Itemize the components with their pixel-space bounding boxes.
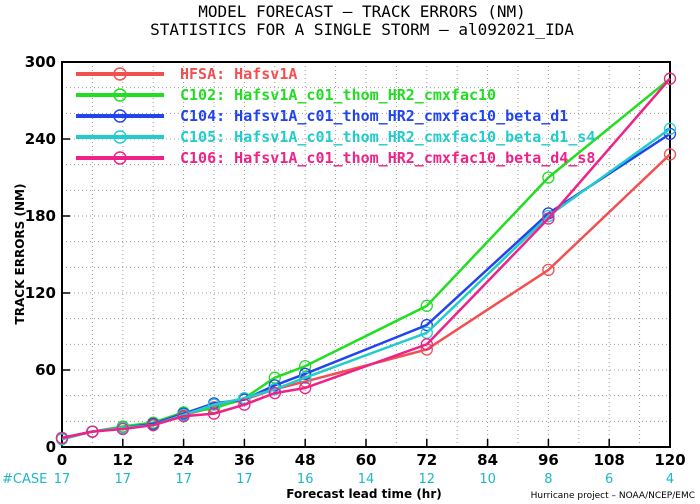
case-count: 10 xyxy=(479,472,496,487)
series-point xyxy=(207,398,221,411)
y-tick-label: 240 xyxy=(25,130,56,148)
x-axis-label: Forecast lead time (hr) xyxy=(286,487,442,501)
series-point xyxy=(238,398,251,411)
series-line xyxy=(61,127,671,441)
x-tick-label: 60 xyxy=(356,451,377,469)
case-count: 14 xyxy=(358,472,375,487)
series-point xyxy=(420,318,433,332)
x-tick-label: 36 xyxy=(234,451,255,469)
legend-swatch-marker xyxy=(113,151,127,165)
series-line xyxy=(61,132,671,440)
y-tick-label: 120 xyxy=(25,284,56,302)
series-point xyxy=(299,367,312,381)
series-point xyxy=(420,338,433,351)
series-lines xyxy=(55,72,677,446)
series-point xyxy=(663,72,677,85)
series-point xyxy=(542,263,555,277)
series-point xyxy=(116,422,129,436)
x-tick-label: 84 xyxy=(477,451,498,469)
case-count: 12 xyxy=(419,472,436,487)
legend: HFSA: Hafsv1A C102: Hafsv1A_c01_thom_HR2_… xyxy=(76,65,595,167)
y-tick-label: 300 xyxy=(25,53,56,71)
case-count: 16 xyxy=(297,472,314,487)
legend-entry: HFSA: Hafsv1A xyxy=(180,65,297,83)
y-axis-label: TRACK ERRORS (NM) xyxy=(13,184,27,325)
case-count: 6 xyxy=(605,472,613,487)
chart-title: MODEL FORECAST – TRACK ERRORS (NM) xyxy=(198,2,526,21)
x-tick-label: 120 xyxy=(654,451,685,469)
x-tick-label: 24 xyxy=(173,451,194,469)
y-tick-label: 0 xyxy=(46,438,56,456)
case-counts: 17 17 17 17 16 14 12 10 8 6 4 xyxy=(54,472,674,487)
legend-entry: C106: Hafsv1A_c01_thom_HR2_cmxfac10_beta… xyxy=(180,149,595,167)
series-point xyxy=(207,407,221,420)
series-point xyxy=(420,299,433,312)
case-count: 17 xyxy=(236,472,253,487)
x-tick-label: 12 xyxy=(112,451,133,469)
series-point xyxy=(663,148,677,161)
series-point xyxy=(299,371,312,384)
legend-entry: C102: Hafsv1A_c01_thom_HR2_cmxfac10 xyxy=(180,86,496,104)
y-tick-label: 180 xyxy=(25,207,56,225)
series-point xyxy=(268,383,281,396)
case-count: 17 xyxy=(54,472,71,487)
x-axis-ticks: 0 12 24 36 48 60 72 84 96 108 120 xyxy=(57,439,686,469)
legend-swatch-marker xyxy=(113,130,127,144)
series-point xyxy=(299,381,312,395)
credit-text: Hurricane project – NOAA/NCEP/EMC xyxy=(531,491,695,501)
series-point xyxy=(542,171,555,184)
series-point xyxy=(177,410,190,423)
case-count: 17 xyxy=(115,472,132,487)
series-point xyxy=(55,431,69,445)
series-point xyxy=(86,425,99,438)
case-count: 17 xyxy=(175,472,192,487)
x-tick-label: 72 xyxy=(416,451,437,469)
series-point xyxy=(542,212,555,225)
x-tick-label: 96 xyxy=(538,451,559,469)
legend-swatch-marker xyxy=(113,67,127,81)
x-tick-label: 0 xyxy=(57,451,67,469)
y-axis-ticks: 0 60 120 180 240 300 xyxy=(25,53,70,456)
legend-swatch-marker xyxy=(113,88,127,102)
series-point xyxy=(268,386,281,400)
x-tick-label: 48 xyxy=(295,451,316,469)
series-point xyxy=(147,419,160,432)
case-count: 4 xyxy=(666,472,674,487)
y-tick-label: 60 xyxy=(35,361,56,379)
series-point xyxy=(663,122,677,135)
legend-entry: C104: Hafsv1A_c01_thom_HR2_cmxfac10_beta… xyxy=(180,107,568,125)
x-tick-label: 108 xyxy=(594,451,625,469)
case-label: #CASE xyxy=(2,472,47,487)
series-point xyxy=(268,379,281,392)
case-count: 8 xyxy=(544,472,552,487)
chart-subtitle: STATISTICS FOR A SINGLE STORM – al092021… xyxy=(150,20,574,39)
legend-entry: C105: Hafsv1A_c01_thom_HR2_cmxfac10_beta… xyxy=(180,128,595,146)
legend-swatch-marker xyxy=(113,109,127,123)
